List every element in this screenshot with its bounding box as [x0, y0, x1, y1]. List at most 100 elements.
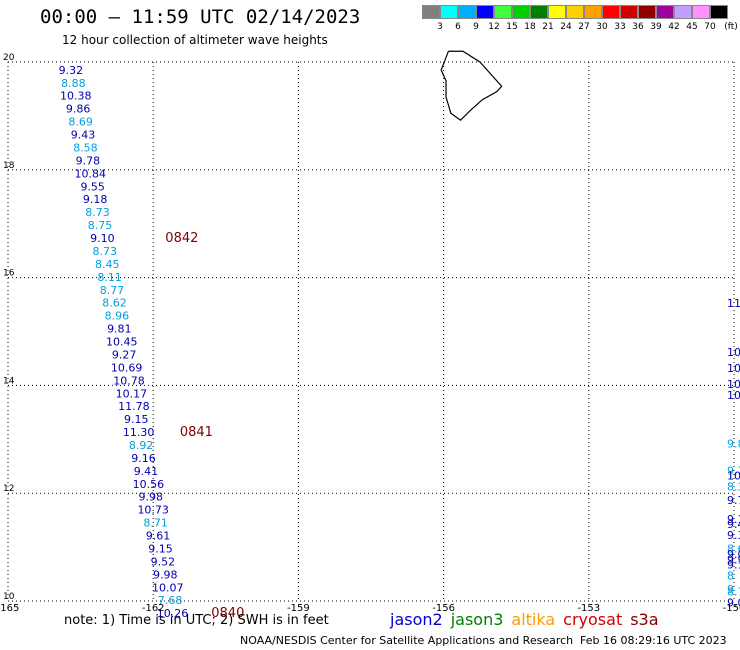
color-scale-label: 30	[596, 22, 608, 32]
color-scale-label: 24	[560, 22, 572, 32]
color-scale-swatch	[656, 5, 674, 19]
wave-height-value: 9.02	[727, 548, 740, 561]
color-scale-swatch	[710, 5, 728, 19]
satellite-legend-entry: jason3	[450, 610, 504, 629]
time-labels: 0842 0841 0840	[165, 231, 244, 621]
wave-height-value: 8.73	[93, 245, 118, 258]
color-scale-swatch	[602, 5, 620, 19]
color-scale-swatch	[476, 5, 494, 19]
wave-height-value: 9.41	[134, 465, 159, 478]
color-scale-swatch	[458, 5, 476, 19]
wave-height-value: 9.18	[727, 513, 740, 526]
color-scale-label: 21	[542, 22, 554, 32]
satellite-legend-entry: jason2	[390, 610, 443, 629]
wave-height-value: 9.15	[148, 542, 173, 555]
axis-tick-labels: -165 -162 -159 -156 -153 -150 10 12 14 16 18 20	[0, 53, 740, 614]
edge-altimeter-track: 11101010109.89.710.48.39.79.189.489.398.…	[727, 297, 740, 609]
wave-height-value: 11	[727, 297, 740, 310]
color-scale-swatch	[494, 5, 512, 19]
wave-height-value: 8.73	[85, 206, 110, 219]
wave-height-value: 10.38	[60, 90, 92, 103]
color-scale-label: 18	[524, 22, 536, 32]
wave-height-value: 9.39	[727, 529, 740, 542]
color-scale-label: 42	[668, 22, 680, 32]
wave-height-value: 7.68	[158, 594, 183, 607]
wave-height-value: 10.45	[106, 336, 138, 349]
wave-height-value: 9.09	[727, 596, 740, 609]
wave-height-value: 9.81	[107, 323, 132, 336]
lon-tick-label: -153	[577, 603, 600, 614]
satellite-legend-entry: s3a	[630, 610, 659, 629]
lat-lon-grid	[7, 61, 735, 602]
color-scale-label: 9	[473, 22, 479, 32]
lat-tick-label: 16	[3, 269, 15, 279]
wave-height-value: 8.77	[727, 586, 740, 599]
color-scale-label: 15	[506, 22, 518, 32]
lon-tick-label: -150	[723, 603, 740, 614]
color-scale-label: 33	[614, 22, 626, 32]
color-scale-label: 70	[704, 22, 716, 32]
map-title: 00:00 – 11:59 UTC 02/14/2023	[40, 6, 361, 28]
color-scale-swatch	[548, 5, 566, 19]
color-scale-swatch	[512, 5, 530, 19]
wave-height-value: 9.98	[139, 491, 164, 504]
island-outline	[440, 50, 503, 121]
coastline	[440, 50, 503, 121]
wave-height-value: 10.69	[111, 361, 143, 374]
wave-height-value: 8.96	[105, 310, 130, 323]
wave-height-value: 8.3	[727, 481, 740, 494]
time-label: 0840	[211, 606, 244, 621]
wave-height-value: 9.52	[151, 555, 176, 568]
wave-height-value: 9.78	[76, 154, 101, 167]
color-scale-swatch	[440, 5, 458, 19]
wave-height-value: 9.10	[90, 232, 115, 245]
wave-height-value: 8.75	[88, 219, 113, 232]
color-scale-swatch	[530, 5, 548, 19]
satellite-legend: jason2 jason3 altika cryosat s3a	[390, 610, 667, 629]
color-scale-unit: (ft)	[724, 22, 738, 32]
color-scale-label: 36	[632, 22, 644, 32]
wave-height-value: 8.11	[97, 271, 122, 284]
wave-height-value: 10.4	[727, 470, 740, 483]
wave-height-value: 10.84	[75, 167, 107, 180]
wave-height-value: 8.71	[143, 517, 168, 530]
lat-tick-label: 18	[3, 161, 15, 171]
wave-height-value: 8.77	[100, 284, 125, 297]
wave-height-value: 8.63	[727, 542, 740, 555]
generation-time: Feb 16 08:29:16 UTC 2023	[580, 634, 727, 647]
wave-height-value: 8.88	[61, 77, 86, 90]
satellite-legend-entry: cryosat	[563, 610, 623, 629]
wave-height-value: 10.07	[152, 581, 184, 594]
wave-height-value: 9.86	[66, 103, 91, 116]
color-scale-swatch	[422, 5, 440, 19]
wave-height-value: 10.78	[113, 374, 145, 387]
color-scale-swatch	[638, 5, 656, 19]
lon-tick-label: -156	[432, 603, 455, 614]
wave-height-value: 10	[727, 362, 740, 375]
wave-height-value: 9.7	[727, 494, 740, 507]
lon-tick-label: -165	[0, 603, 19, 614]
lat-tick-label: 20	[3, 53, 15, 63]
wave-height-value: 8.62	[102, 297, 127, 310]
wave-height-value: 8.69	[68, 116, 93, 129]
wave-height-value: 9.55	[80, 180, 105, 193]
map-subtitle: 12 hour collection of altimeter wave hei…	[62, 33, 328, 47]
color-scale-swatch	[584, 5, 602, 19]
lon-tick-label: -159	[287, 603, 310, 614]
wave-height-value: 9.43	[71, 129, 96, 142]
wave-height-value: 10	[727, 346, 740, 359]
footnote: note: 1) Time is in UTC; 2) SWH is in fe…	[64, 613, 329, 628]
time-label: 0842	[165, 231, 198, 246]
satellite-legend-entry: altika	[511, 610, 556, 629]
wave-height-value: 9.61	[146, 530, 171, 543]
wave-height-value: 8.58	[73, 141, 98, 154]
wave-height-value: 9.32	[59, 64, 84, 77]
wave-height-value: 9.16	[131, 452, 156, 465]
wave-height-value: 9.18	[83, 193, 108, 206]
wave-height-value: 10.56	[133, 478, 165, 491]
wave-height-value: 9.8	[727, 437, 740, 450]
color-scale-label: 6	[455, 22, 461, 32]
wave-height-value: 10	[727, 378, 740, 391]
source-credit: NOAA/NESDIS Center for Satellite Applica…	[240, 634, 574, 647]
